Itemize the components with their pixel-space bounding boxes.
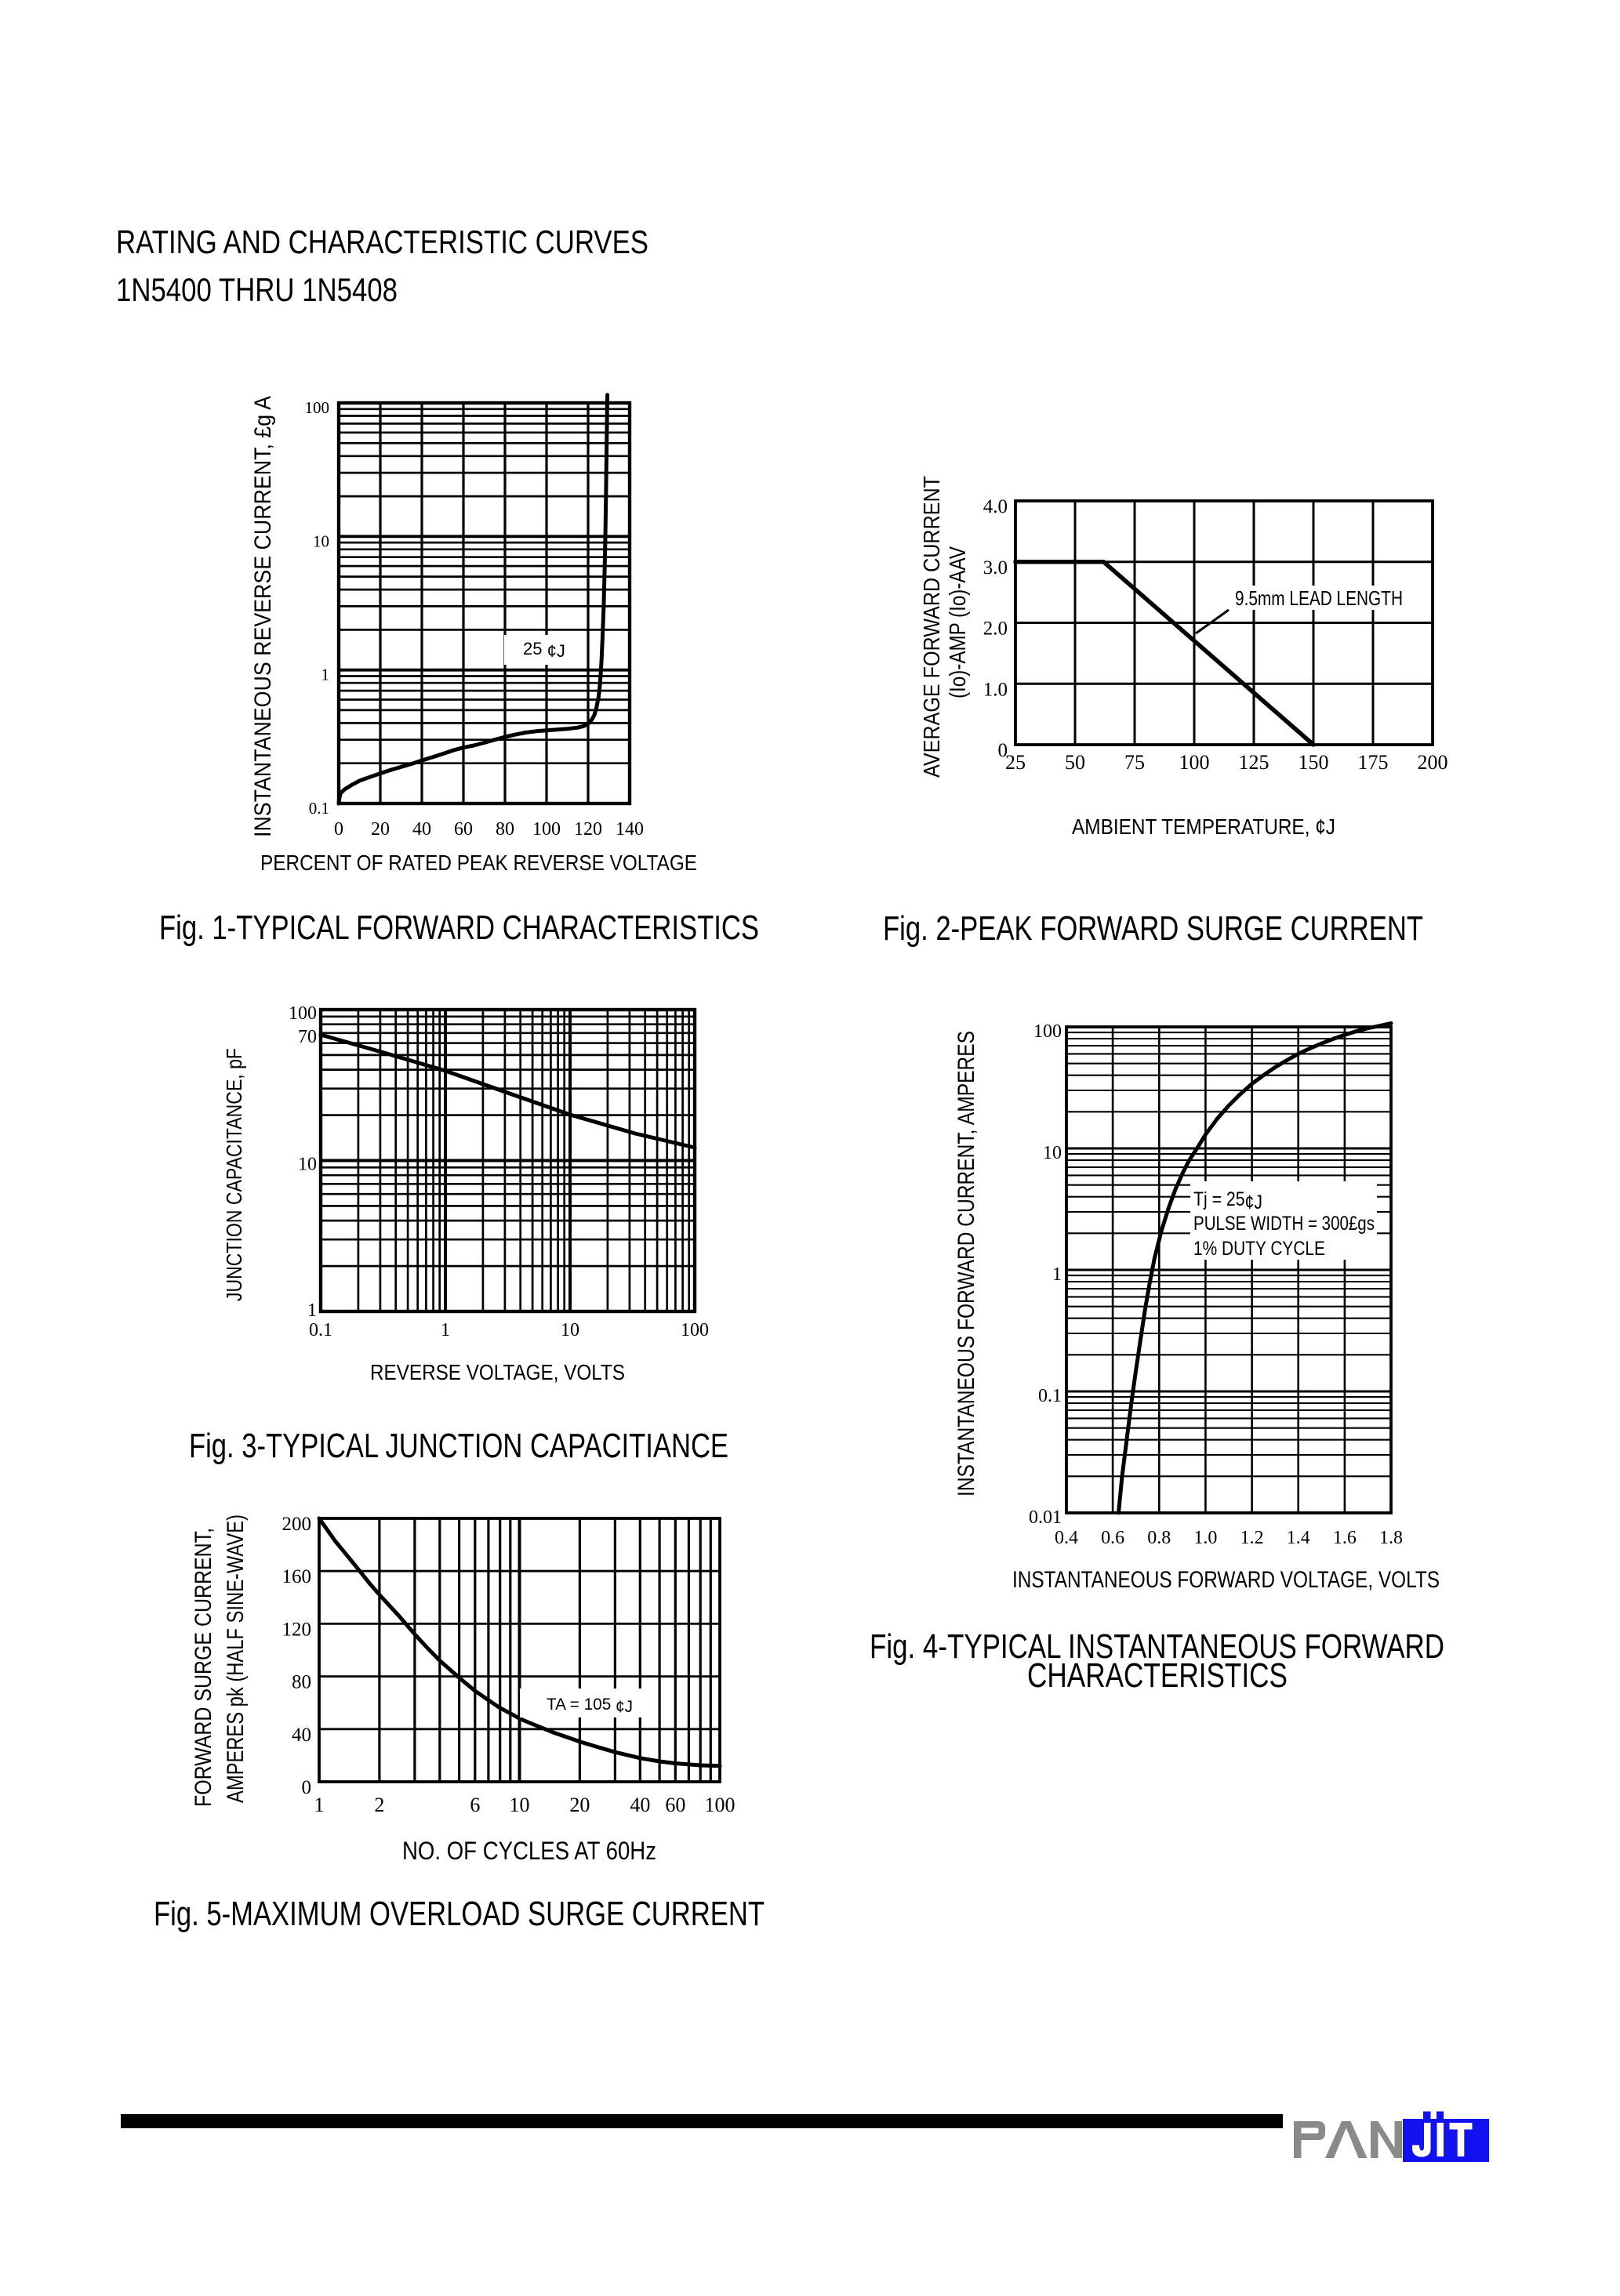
svg-text:1.0: 1.0: [983, 679, 1008, 700]
svg-text:1.6: 1.6: [1333, 1528, 1357, 1548]
svg-text:0.4: 0.4: [1055, 1528, 1078, 1548]
svg-text:Fig. 2-PEAK FORWARD SURGE CURR: Fig. 2-PEAK FORWARD SURGE CURRENT: [883, 909, 1423, 948]
svg-text:80: 80: [496, 819, 514, 840]
svg-text:1.2: 1.2: [1240, 1528, 1264, 1548]
svg-text:1.8: 1.8: [1379, 1528, 1403, 1548]
svg-text:INSTANTANEOUS FORWARD VOLTAGE,: INSTANTANEOUS FORWARD VOLTAGE, VOLTS: [1012, 1567, 1440, 1593]
svg-text:70: 70: [298, 1027, 317, 1047]
svg-text:1% DUTY CYCLE: 1% DUTY CYCLE: [1193, 1238, 1325, 1260]
svg-text:40: 40: [412, 819, 431, 840]
svg-text:100: 100: [305, 398, 330, 417]
svg-text:2: 2: [374, 1794, 384, 1816]
svg-text:150: 150: [1299, 751, 1329, 774]
svg-text:0: 0: [302, 1777, 312, 1798]
svg-text:200: 200: [1418, 751, 1448, 774]
svg-text:1: 1: [1052, 1264, 1062, 1285]
svg-text:1.0: 1.0: [1193, 1528, 1217, 1548]
svg-text:6: 6: [470, 1794, 480, 1816]
svg-text:2.0: 2.0: [983, 618, 1008, 640]
svg-text:120: 120: [282, 1619, 312, 1640]
svg-text:100: 100: [681, 1320, 709, 1340]
svg-text:140: 140: [616, 819, 644, 840]
svg-text:10: 10: [298, 1155, 317, 1175]
svg-text:JUNCTION CAPACITANCE, pF: JUNCTION CAPACITANCE, pF: [222, 1048, 246, 1301]
svg-text:10: 10: [510, 1794, 530, 1816]
svg-text:3.0: 3.0: [983, 557, 1008, 579]
svg-text:RATING AND CHARACTERISTIC CURV: RATING AND CHARACTERISTIC CURVES: [116, 223, 648, 260]
svg-text:20: 20: [569, 1794, 590, 1816]
svg-text:40: 40: [292, 1725, 311, 1746]
svg-text:Fig. 4-TYPICAL INSTANTANEOUS F: Fig. 4-TYPICAL INSTANTANEOUS FORWARD: [870, 1627, 1444, 1666]
svg-text:1.4: 1.4: [1287, 1528, 1310, 1548]
svg-text:100: 100: [1033, 1021, 1062, 1042]
svg-text:1: 1: [314, 1794, 325, 1816]
svg-text:160: 160: [282, 1566, 312, 1587]
svg-text:100: 100: [1179, 751, 1210, 774]
svg-text:Fig. 5-MAXIMUM OVERLOAD SURGE: Fig. 5-MAXIMUM OVERLOAD SURGE CURRENT: [154, 1895, 765, 1933]
svg-text:PERCENT OF RATED PEAK REVERSE: PERCENT OF RATED PEAK REVERSE VOLTAGE: [260, 851, 697, 875]
svg-text:100: 100: [532, 819, 561, 840]
svg-text:PULSE WIDTH = 300£gs: PULSE WIDTH = 300£gs: [1193, 1213, 1375, 1235]
svg-text:INSTANTANEOUS REVERSE CURRENT,: INSTANTANEOUS REVERSE CURRENT, £g A: [250, 396, 276, 837]
svg-text:25: 25: [1005, 751, 1026, 774]
svg-text:0.1: 0.1: [1038, 1386, 1062, 1406]
svg-text:100: 100: [705, 1794, 736, 1816]
svg-text:0.1: 0.1: [309, 799, 329, 818]
svg-text:125: 125: [1239, 751, 1269, 774]
svg-text:Fig. 1-TYPICAL FORWARD CHARACT: Fig. 1-TYPICAL FORWARD CHARACTERISTICS: [159, 909, 759, 947]
svg-text:Fig. 3-TYPICAL JUNCTION CAPACI: Fig. 3-TYPICAL JUNCTION CAPACITIANCE: [189, 1427, 728, 1465]
svg-text:REVERSE VOLTAGE, VOLTS: REVERSE VOLTAGE, VOLTS: [370, 1360, 625, 1384]
svg-text:80: 80: [292, 1672, 311, 1693]
svg-text:TA = 105 ¢J: TA = 105 ¢J: [547, 1696, 633, 1716]
svg-text:AVERAGE FORWARD CURRENT: AVERAGE FORWARD CURRENT: [920, 476, 945, 778]
svg-text:120: 120: [574, 819, 602, 840]
svg-text:200: 200: [282, 1514, 312, 1535]
svg-text:1N5400 THRU 1N5408: 1N5400 THRU 1N5408: [116, 271, 398, 308]
svg-text:10: 10: [561, 1320, 579, 1340]
svg-text:NO. OF CYCLES AT 60Hz: NO. OF CYCLES AT 60Hz: [402, 1837, 656, 1865]
svg-text:60: 60: [665, 1794, 685, 1816]
svg-text:10: 10: [313, 531, 329, 550]
svg-text:0.6: 0.6: [1101, 1528, 1124, 1548]
svg-text:0: 0: [998, 740, 1008, 761]
svg-text:1: 1: [441, 1320, 450, 1340]
svg-text:AMBIENT TEMPERATURE, ¢J: AMBIENT TEMPERATURE, ¢J: [1072, 814, 1335, 839]
svg-text:4.0: 4.0: [983, 496, 1008, 517]
svg-text:60: 60: [454, 819, 473, 840]
svg-text:25 ¢J: 25 ¢J: [523, 639, 565, 661]
svg-text:0: 0: [334, 819, 343, 840]
svg-text:100: 100: [289, 1003, 317, 1024]
svg-text:40: 40: [630, 1794, 650, 1816]
svg-text:20: 20: [371, 819, 390, 840]
svg-text:AMPERES pk (HALF SINE-WAVE): AMPERES pk (HALF SINE-WAVE): [223, 1514, 249, 1803]
svg-text:0.8: 0.8: [1147, 1528, 1171, 1548]
svg-text:10: 10: [1043, 1143, 1062, 1163]
svg-text:0.1: 0.1: [309, 1320, 332, 1340]
svg-text:INSTANTANEOUS FORWARD CURRENT,: INSTANTANEOUS FORWARD CURRENT, AMPERES: [953, 1031, 979, 1496]
svg-text:FORWARD SURGE CURRENT,: FORWARD SURGE CURRENT,: [191, 1528, 216, 1807]
svg-text:9.5mm LEAD LENGTH: 9.5mm LEAD LENGTH: [1235, 586, 1403, 610]
svg-text:CHARACTERISTICS: CHARACTERISTICS: [1027, 1656, 1288, 1695]
svg-text:1: 1: [307, 1300, 317, 1321]
svg-text:1: 1: [321, 666, 330, 684]
svg-text:(Io)-AMP (Io)-AAV: (Io)-AMP (Io)-AAV: [946, 546, 971, 698]
svg-text:50: 50: [1065, 751, 1085, 774]
svg-text:175: 175: [1358, 751, 1389, 774]
svg-text:75: 75: [1124, 751, 1145, 774]
svg-text:Tj = 25¢J: Tj = 25¢J: [1193, 1188, 1262, 1213]
svg-text:0.01: 0.01: [1029, 1507, 1062, 1528]
